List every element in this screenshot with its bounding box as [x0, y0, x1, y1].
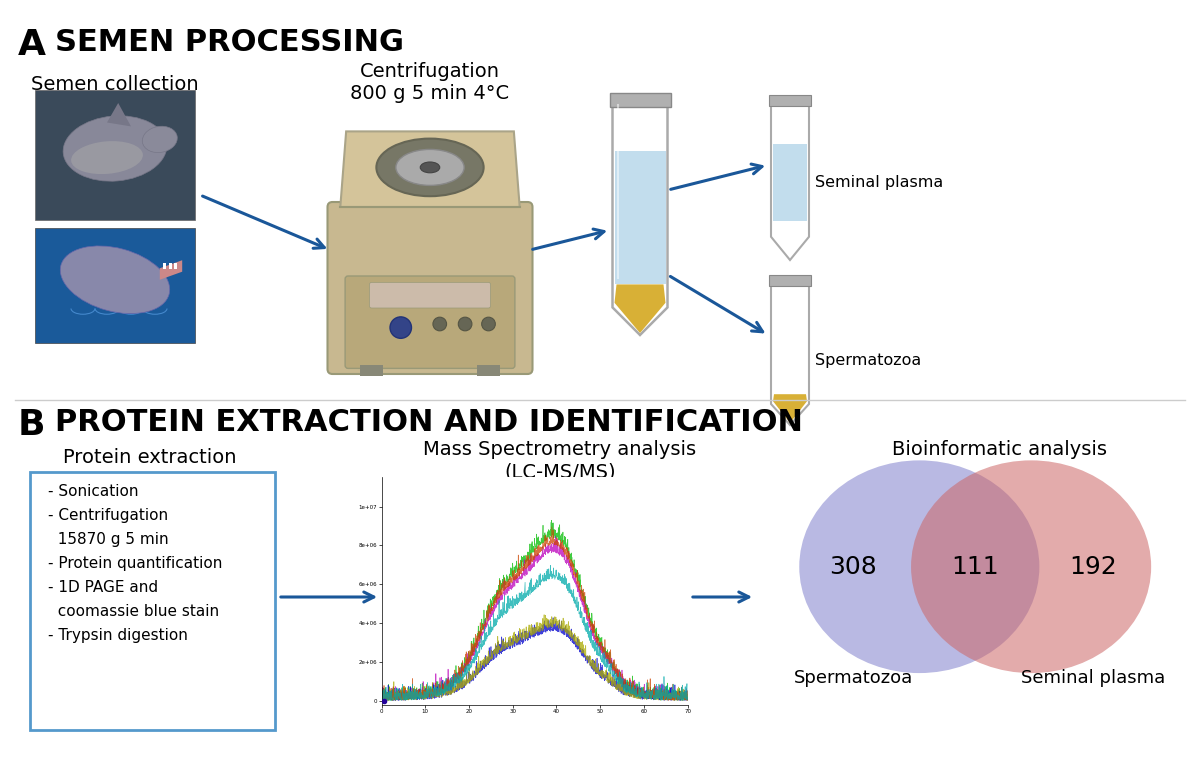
Polygon shape	[107, 103, 131, 126]
Ellipse shape	[396, 149, 464, 186]
Ellipse shape	[64, 116, 167, 181]
Bar	[769, 275, 811, 286]
Text: SEMEN PROCESSING: SEMEN PROCESSING	[55, 28, 404, 57]
Ellipse shape	[143, 126, 178, 152]
Polygon shape	[341, 132, 520, 207]
Text: Spermatozoa: Spermatozoa	[815, 353, 922, 367]
FancyBboxPatch shape	[370, 283, 491, 308]
Bar	[168, 263, 172, 269]
Text: Spermatozoa: Spermatozoa	[793, 669, 913, 687]
Polygon shape	[773, 394, 808, 423]
Text: 111: 111	[952, 554, 1000, 579]
FancyBboxPatch shape	[328, 202, 533, 374]
Text: Seminal plasma: Seminal plasma	[1021, 669, 1165, 687]
Polygon shape	[614, 284, 666, 333]
Circle shape	[433, 317, 446, 331]
Polygon shape	[160, 260, 182, 280]
Text: Centrifugation
800 g 5 min 4°C: Centrifugation 800 g 5 min 4°C	[350, 62, 510, 103]
Text: B: B	[18, 408, 46, 442]
Bar	[360, 366, 383, 377]
Ellipse shape	[71, 141, 143, 174]
Circle shape	[390, 317, 412, 338]
Circle shape	[458, 317, 472, 331]
Bar	[614, 151, 666, 284]
Text: Bioinformatic analysis: Bioinformatic analysis	[893, 440, 1108, 459]
Bar	[30, 472, 275, 730]
Text: 308: 308	[829, 554, 877, 579]
Ellipse shape	[911, 460, 1151, 673]
Text: Mass Spectrometry analysis
(LC-MS/MS): Mass Spectrometry analysis (LC-MS/MS)	[424, 440, 696, 481]
Ellipse shape	[799, 460, 1039, 673]
Bar	[610, 93, 671, 107]
Text: Seminal plasma: Seminal plasma	[815, 175, 943, 189]
Text: Protein extraction: Protein extraction	[64, 448, 236, 467]
Text: A: A	[18, 28, 46, 62]
Bar	[174, 263, 178, 269]
Text: 192: 192	[1069, 554, 1117, 579]
Bar	[476, 366, 500, 377]
Bar	[773, 144, 808, 221]
Text: Semen collection: Semen collection	[31, 75, 199, 94]
Ellipse shape	[60, 246, 169, 313]
Circle shape	[481, 317, 496, 331]
Bar	[35, 228, 194, 343]
Bar	[769, 95, 811, 106]
FancyBboxPatch shape	[346, 276, 515, 368]
Text: - Sonication
- Centrifugation
  15870 g 5 min
- Protein quantification
- 1D PAGE: - Sonication - Centrifugation 15870 g 5 …	[48, 484, 222, 643]
Ellipse shape	[420, 162, 439, 172]
Text: PROTEIN EXTRACTION AND IDENTIFICATION: PROTEIN EXTRACTION AND IDENTIFICATION	[55, 408, 803, 437]
Bar	[163, 263, 166, 269]
Ellipse shape	[377, 139, 484, 196]
Bar	[35, 90, 194, 220]
